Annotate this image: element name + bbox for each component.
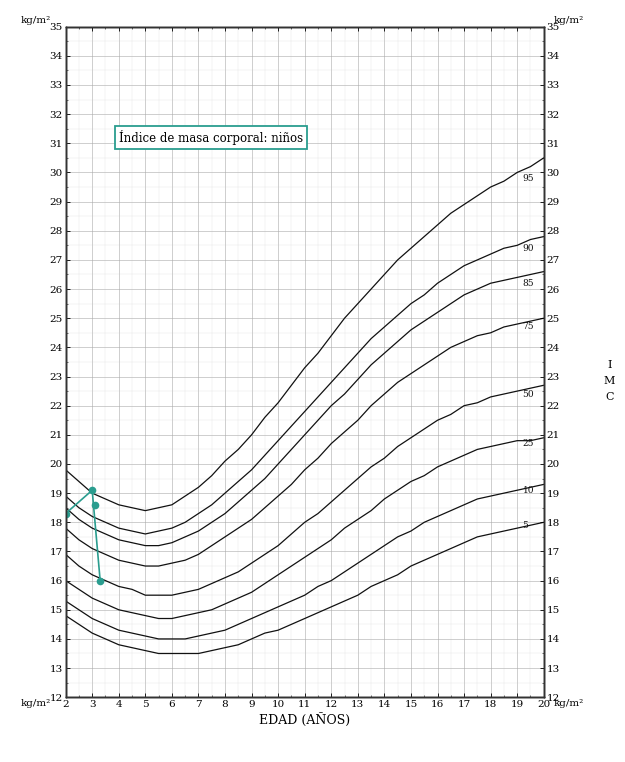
- Text: 10: 10: [522, 485, 534, 495]
- Text: 50: 50: [522, 389, 534, 399]
- Text: 95: 95: [522, 174, 534, 183]
- Text: kg/m²: kg/m²: [20, 700, 51, 708]
- Text: 25: 25: [522, 439, 534, 448]
- Text: kg/m²: kg/m²: [20, 16, 51, 25]
- Text: kg/m²: kg/m²: [554, 700, 584, 708]
- Text: 85: 85: [522, 279, 534, 288]
- Text: I
M
C: I M C: [604, 360, 615, 402]
- Text: 90: 90: [522, 244, 534, 253]
- Text: 5: 5: [522, 520, 528, 530]
- Text: Índice de masa corporal: niños: Índice de masa corporal: niños: [119, 130, 303, 145]
- Text: kg/m²: kg/m²: [554, 16, 584, 25]
- Text: 75: 75: [522, 322, 534, 331]
- X-axis label: EDAD (AÑOS): EDAD (AÑOS): [259, 713, 350, 727]
